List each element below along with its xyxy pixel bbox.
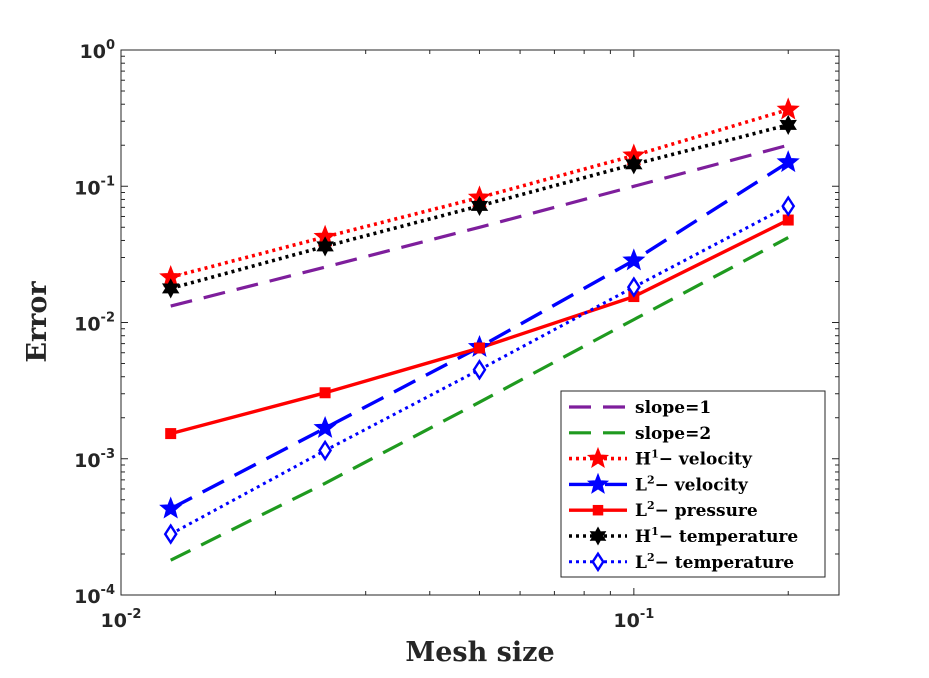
tick-label-base: 10 [80,41,106,63]
tick-label-base: 10 [613,610,639,632]
data-point [776,150,800,173]
y-tick-label: 10-1 [74,174,115,199]
legend-label: H1− temperature [635,525,798,547]
data-point [161,278,180,299]
data-point [626,276,641,298]
legend-label: slope=1 [635,398,711,418]
legend-label-text: − velocity [655,475,749,495]
tick-label-base: 10 [74,314,100,336]
y-tick-label: 100 [80,38,116,63]
data-point [319,387,331,399]
legend-label-text: − pressure [655,501,758,521]
legend-label-superscript: 1 [651,525,659,538]
series-line-6 [169,204,789,536]
tick-label-exponent: -2 [127,607,141,622]
legend-label-prefix: L [635,501,647,521]
legend-label-text: − temperature [655,553,795,573]
legend-marker [591,551,605,573]
y-tick-label: 10-4 [74,583,115,608]
data-point [779,114,797,135]
legend-item: L2− velocity [569,472,749,495]
series-line-0 [170,143,789,308]
legend-item: slope=1 [569,398,711,418]
data-point [316,236,334,257]
legend-label: L2− temperature [635,551,794,573]
legend-item: H1− velocity [569,446,753,470]
legend-label-superscript: 2 [647,551,655,564]
legend-marker [586,446,610,469]
legend-label: L2− pressure [635,499,758,521]
legend-label-prefix: H [635,450,651,470]
data-point [625,154,643,175]
data-point [313,415,337,438]
legend-label: H1− velocity [635,448,753,470]
data-point [318,439,333,462]
tick-label-base: 10 [74,177,100,199]
series-line-2 [170,107,789,279]
markers-layer [159,97,800,545]
tick-label-exponent: -3 [101,447,115,462]
legend-label-text: slope=2 [635,424,711,444]
data-point [473,342,485,354]
legend-label-text: − velocity [659,450,753,470]
legend-marker [589,526,607,546]
legend-label-prefix: H [635,527,651,547]
legend-label-prefix: L [635,475,647,495]
tick-label-base: 10 [74,586,100,608]
data-point [776,97,800,120]
tick-label-exponent: -4 [101,583,115,598]
legend-item: slope=2 [569,424,711,444]
ticks-layer [120,49,839,596]
tick-label-base: 10 [101,610,127,632]
data-point [470,195,489,216]
legend-item: L2− temperature [569,551,794,573]
tick-label-exponent: 0 [106,38,115,53]
legend-label-prefix: L [635,553,647,573]
legend-label-superscript: 2 [647,499,655,512]
legend-label-text: slope=1 [635,398,711,418]
x-axis-title: Mesh size [405,637,554,668]
series-line-1 [169,236,789,562]
data-point [159,496,183,519]
tick-label-exponent: -1 [640,607,654,622]
y-tick-label: 10-2 [74,311,115,336]
legend-label-text: − temperature [659,527,799,547]
legend-label-superscript: 1 [651,448,659,461]
legend-label: slope=2 [635,424,711,444]
legend-label-superscript: 2 [647,473,655,486]
data-point [165,428,177,440]
legend-label: L2− velocity [635,473,749,495]
legend-item: L2− pressure [569,499,758,521]
y-tick-label: 10-3 [74,447,115,472]
series-line-3 [169,160,790,511]
data-point [472,359,487,381]
x-tick-label: 10-2 [101,607,142,632]
legend-item: H1− temperature [569,525,798,547]
tick-label-exponent: -2 [101,311,115,326]
data-point [622,248,646,271]
x-tick-label: 10-1 [613,607,654,632]
data-point [163,523,178,545]
legend-marker [592,504,604,516]
series-line-5 [170,123,789,291]
tick-label-exponent: -1 [101,174,115,189]
y-axis-title: Error [22,281,53,363]
data-point [781,195,796,217]
tick-label-base: 10 [74,450,100,472]
legend-marker [586,472,610,494]
